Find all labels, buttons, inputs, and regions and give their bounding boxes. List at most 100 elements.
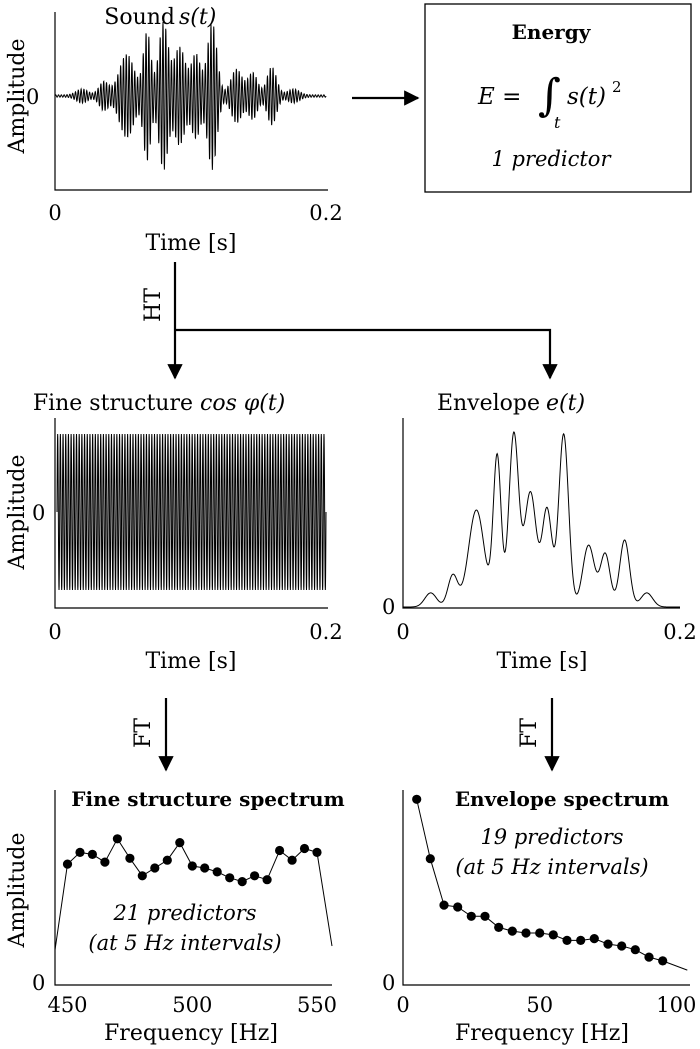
fine-spectrum-axes [54, 790, 332, 986]
fine-structure-x-tick-0: 0 [48, 620, 61, 644]
sound-axes [54, 12, 328, 191]
envelope-spectrum-axes [402, 790, 690, 986]
fine-spectrum-x-tick: 500 [172, 993, 212, 1017]
fine-spectrum-point [87, 849, 97, 860]
envelope-title-math: e(t) [546, 391, 585, 416]
envelope-spectrum-point [644, 952, 654, 962]
envelope-spectrum-point [630, 945, 640, 955]
fine-spectrum-note-1: 21 predictors [112, 901, 256, 925]
sound-title-math: s(t) [179, 5, 216, 30]
envelope-axes [402, 418, 680, 609]
envelope-title: Envelope [437, 391, 540, 416]
envelope-x-tick-0: 0 [396, 620, 409, 644]
fourier-connectors: FT FT [131, 698, 560, 772]
envelope-spectrum-panel: 0 Envelope spectrum 19 predictors (at 5 … [382, 787, 696, 1046]
envelope-spectrum-point [412, 794, 422, 804]
envelope-y-tick: 0 [382, 595, 395, 619]
energy-formula-lhs: E = [477, 84, 521, 110]
envelope-spectrum-point [453, 902, 463, 912]
fine-spectrum-point [112, 834, 122, 844]
fine-structure-title-math: cos φ(t) [200, 391, 285, 416]
fine-structure-axes [54, 418, 328, 609]
envelope-spectrum-x-ticks: 0 50 100 [396, 993, 696, 1017]
envelope-x-tick-1: 0.2 [663, 620, 696, 644]
envelope-spectrum-point [658, 956, 668, 966]
envelope-spectrum-xlabel: Frequency [Hz] [455, 1021, 629, 1046]
fine-spectrum-point [200, 863, 210, 873]
envelope-spectrum-point [535, 928, 545, 938]
sound-y-tick: 0 [26, 85, 39, 109]
energy-formula-exp: 2 [612, 78, 622, 96]
sound-panel: Sound s(t) Amplitude 0 0 0.2 Time [s] [5, 5, 343, 256]
fine-spectrum-point [162, 855, 172, 865]
fine-spectrum-point [137, 871, 147, 881]
envelope-spectrum-point [521, 928, 531, 938]
envelope-spectrum-point [425, 854, 435, 864]
fine-spectrum-point [312, 847, 322, 858]
arrow-to-envelope [175, 328, 558, 380]
envelope-spectrum-x-tick: 50 [526, 993, 553, 1017]
envelope-spectrum-point [466, 911, 476, 921]
envelope-spectrum-point [439, 900, 449, 910]
envelope-spectrum-marks [412, 794, 688, 971]
fine-spectrum-point [275, 845, 285, 856]
energy-formula-sub: t [554, 113, 561, 132]
fine-spectrum-y-tick: 0 [32, 971, 45, 995]
envelope-spectrum-point [576, 935, 586, 946]
envelope-spectrum-x-tick: 100 [656, 993, 696, 1017]
energy-predictors: 1 predictor [492, 147, 613, 171]
envelope-spectrum-y-tick: 0 [382, 971, 395, 995]
sound-x-tick-1: 0.2 [309, 201, 342, 225]
fine-spectrum-x-ticks: 450 500 550 [47, 993, 337, 1017]
fine-spectrum-panel: Amplitude 0 Fine structure spectrum 21 p… [5, 787, 345, 1046]
fine-spectrum-point [75, 847, 85, 858]
sound-title: Sound [104, 5, 175, 30]
fine-spectrum-ylabel: Amplitude [5, 832, 30, 948]
envelope-spectrum-point [562, 935, 572, 946]
fine-spectrum-point [287, 855, 297, 865]
energy-formula-rhs: s(t) [567, 84, 606, 110]
fine-structure-y-tick: 0 [32, 501, 45, 525]
fine-structure-title: Fine structure [33, 391, 193, 416]
fine-structure-ylabel: Amplitude [5, 454, 30, 570]
sound-waveform [54, 21, 327, 170]
energy-title: Energy [512, 20, 592, 44]
envelope-spectrum-title: Envelope spectrum [455, 787, 669, 811]
envelope-waveform [403, 431, 680, 608]
fine-spectrum-point [100, 857, 110, 867]
sound-ylabel: Amplitude [5, 38, 30, 154]
fine-spectrum-point [225, 873, 235, 883]
envelope-spectrum-point [507, 926, 517, 936]
fine-spectrum-point [175, 838, 185, 848]
fine-spectrum-x-tick: 450 [47, 993, 87, 1017]
fine-structure-panel: Fine structure cos φ(t) Amplitude 0 0 0.… [5, 391, 343, 674]
fine-spectrum-marks [54, 834, 333, 950]
envelope-spectrum-point [589, 934, 599, 944]
envelope-spectrum-point [603, 939, 613, 949]
energy-box: Energy E = ∫ t s(t) 2 1 predictor [424, 3, 692, 193]
envelope-spectrum-note-1: 19 predictors [480, 825, 623, 849]
fine-spectrum-x-tick: 550 [297, 993, 337, 1017]
envelope-spectrum-point [480, 911, 490, 921]
fine-structure-x-tick-1: 0.2 [309, 620, 342, 644]
envelope-panel: Envelope e(t) 0 0 0.2 Time [s] [382, 391, 697, 674]
fine-spectrum-point [299, 843, 310, 854]
envelope-spectrum-note-2: (at 5 Hz intervals) [455, 855, 648, 879]
fourier-label-left: FT [131, 718, 156, 748]
energy-box-frame [424, 3, 692, 193]
hilbert-connector: HT [141, 262, 558, 380]
fourier-label-right: FT [517, 718, 542, 748]
fine-spectrum-point [250, 871, 260, 881]
fine-spectrum-point [237, 877, 247, 887]
fine-spectrum-point [62, 859, 73, 869]
fine-spectrum-note-2: (at 5 Hz intervals) [88, 931, 281, 955]
fine-structure-waveform [56, 433, 327, 591]
envelope-spectrum-point [548, 930, 558, 940]
fine-structure-xlabel: Time [s] [145, 649, 236, 674]
fine-spectrum-point [262, 875, 272, 885]
sound-xlabel: Time [s] [145, 231, 236, 256]
fine-spectrum-point [212, 867, 222, 877]
fine-spectrum-xlabel: Frequency [Hz] [104, 1021, 278, 1046]
fine-spectrum-point [125, 853, 135, 863]
